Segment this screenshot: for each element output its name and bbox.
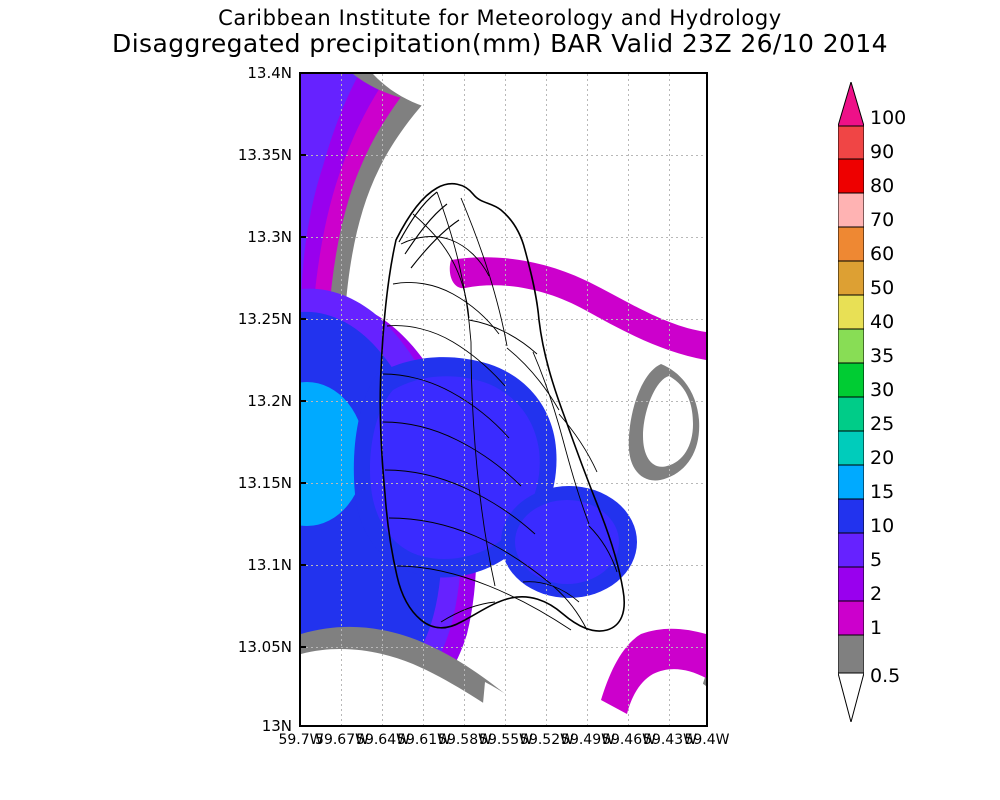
y-tick-mark: [299, 318, 306, 320]
y-tick-mark: [299, 646, 306, 648]
colorbar-band-70-80: [838, 192, 864, 228]
y-tick-mark: [299, 72, 306, 74]
x-axis-tick-label: 59.64W: [356, 732, 410, 748]
x-axis-tick-label: 59.58W: [438, 732, 492, 748]
colorbar-tick-label: 80: [870, 175, 895, 197]
terrain-detail-north: [398, 191, 460, 269]
x-axis-tick-label: 59.67W: [315, 732, 369, 748]
contour-band-1-2-s: [601, 628, 706, 714]
contour-fill-group: [301, 74, 706, 725]
map-plot-area[interactable]: [299, 72, 708, 727]
colorbar-swatches: [838, 82, 864, 722]
colorbar-tick-label: 30: [870, 379, 895, 401]
y-axis-tick-label: 13.4N: [247, 64, 292, 82]
y-tick-mark: [299, 725, 306, 727]
y-axis-tick-label: 13.2N: [247, 392, 292, 410]
colorbar[interactable]: [838, 82, 864, 722]
y-axis-tick-label: 13.15N: [237, 474, 292, 492]
contour-band-under-ne: [373, 74, 706, 226]
contour-band-2-5-nw: [301, 74, 389, 476]
colorbar-band-2-5: [838, 566, 864, 602]
y-tick-mark: [299, 154, 306, 156]
colorbar-tick-label: 10: [870, 515, 895, 537]
colorbar-band-25-30: [838, 396, 864, 432]
contour-band-under-s: [301, 649, 519, 725]
barbados-parish-boundaries: [382, 191, 618, 631]
colorbar-tick-label: 1: [870, 617, 883, 639]
colorbar-band-5-10: [838, 532, 864, 568]
colorbar-band-0p5-1: [838, 634, 864, 674]
y-axis-tick-label: 13.05N: [237, 638, 292, 656]
colorbar-band-over: [838, 82, 864, 127]
y-tick-mark: [299, 400, 306, 402]
colorbar-tick-label: 2: [870, 583, 883, 605]
y-axis-tick-label: 13.1N: [247, 556, 292, 574]
y-axis-tick-label: 13.3N: [247, 228, 292, 246]
colorbar-band-20-25: [838, 430, 864, 466]
colorbar-band-60-70: [838, 226, 864, 262]
colorbar-band-30-35: [838, 362, 864, 398]
barbados-coastline: [379, 182, 625, 632]
contour-band-1-2-ne: [449, 257, 706, 360]
colorbar-band-50-60: [838, 260, 864, 296]
contour-band-5-10-central-inner: [369, 376, 540, 560]
plot-frame: [299, 72, 708, 727]
chart-title-block: Caribbean Institute for Meteorology and …: [0, 6, 1000, 58]
x-axis-tick-label: 59.49W: [561, 732, 615, 748]
institute-title: Caribbean Institute for Meteorology and …: [218, 6, 782, 30]
colorbar-band-35-40: [838, 328, 864, 364]
y-tick-mark: [299, 482, 306, 484]
x-axis-tick-label: 59.7W: [278, 732, 324, 748]
x-axis-tick-label: 59.55W: [479, 732, 533, 748]
colorbar-band-40-50: [838, 294, 864, 330]
colorbar-tick-label: 70: [870, 209, 895, 231]
colorbar-band-90-100: [838, 125, 864, 160]
x-axis-tick-label: 59.61W: [397, 732, 451, 748]
y-axis-labels: 13.4N 13.35N 13.3N 13.25N 13.2N 13.15N 1…: [170, 64, 292, 735]
y-tick-mark: [299, 236, 306, 238]
colorbar-band-15-20: [838, 464, 864, 500]
y-axis-tick-label: 13.25N: [237, 310, 292, 328]
colorbar-band-1-2: [838, 600, 864, 636]
x-axis-tick-label: 59.4W: [684, 732, 730, 748]
x-axis-labels: 59.7W 59.67W 59.64W 59.61W 59.58W 59.55W…: [0, 732, 1000, 756]
colorbar-tick-label: 5: [870, 549, 883, 571]
contour-band-5-10-se-inner: [515, 500, 619, 584]
precipitation-contour-map: [301, 74, 706, 725]
page-title: Disaggregated precipitation(mm) BAR Vali…: [112, 29, 888, 58]
contour-band-5-10-nw: [301, 74, 359, 314]
colorbar-band-under: [838, 672, 864, 722]
colorbar-tick-label: 35: [870, 345, 895, 367]
y-axis-tick-label: 13.35N: [237, 146, 292, 164]
colorbar-tick-label: 100: [870, 107, 907, 129]
colorbar-tick-label: 50: [870, 277, 895, 299]
contour-band-under-s2: [481, 666, 706, 725]
colorbar-tick-label: 90: [870, 141, 895, 163]
colorbar-tick-label: 25: [870, 413, 895, 435]
colorbar-tick-label: 60: [870, 243, 895, 265]
colorbar-tick-label: 40: [870, 311, 895, 333]
x-axis-tick-label: 59.46W: [602, 732, 656, 748]
contour-band-under-east: [424, 127, 706, 324]
y-axis-tick-label: 13N: [261, 717, 292, 735]
colorbar-tick-label: 0.5: [870, 665, 901, 687]
y-tick-mark: [299, 564, 306, 566]
x-axis-tick-label: 59.43W: [643, 732, 697, 748]
colorbar-band-80-90: [838, 158, 864, 194]
contour-band-under-e: [643, 376, 693, 467]
contour-band-15-20-core: [301, 382, 365, 526]
x-axis-tick-label: 59.52W: [520, 732, 574, 748]
colorbar-tick-label: 15: [870, 481, 895, 503]
colorbar-band-10-15: [838, 498, 864, 534]
colorbar-tick-label: 20: [870, 447, 895, 469]
